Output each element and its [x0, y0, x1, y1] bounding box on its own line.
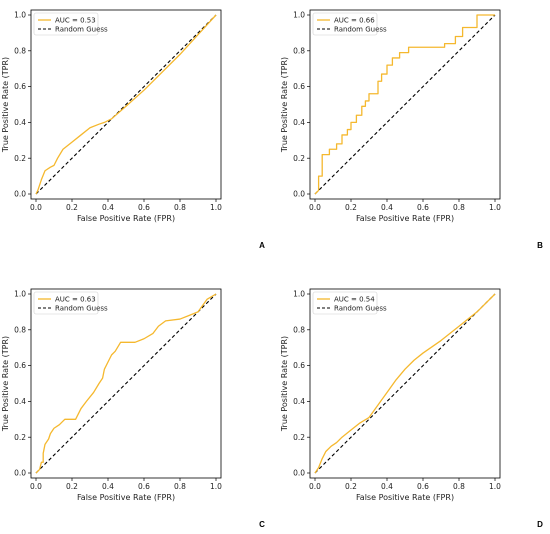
roc-curve-line [314, 14, 495, 195]
x-tick-label: 0.0 [309, 203, 321, 212]
legend-entry-label: AUC = 0.53 [55, 16, 96, 24]
y-tick-label: 0.6 [14, 82, 26, 91]
y-tick-label: 0.6 [293, 82, 305, 91]
x-tick-label: 1.0 [489, 203, 501, 212]
legend-entry-label: AUC = 0.54 [334, 295, 375, 303]
y-tick-label: 1.0 [293, 11, 305, 20]
x-tick-label: 1.0 [210, 203, 222, 212]
panel-label: A [259, 241, 265, 250]
roc-panel-b: 0.0 0.2 0.4 0.6 0.8 1.0 0.0 0.2 0.4 0.6 0.8 1.0 Fals… [280, 9, 543, 250]
panel-label: C [259, 520, 265, 529]
y-tick-label: 0.4 [14, 397, 26, 406]
x-tick-label: 0.2 [66, 482, 78, 491]
x-tick-label: 0.4 [102, 203, 114, 212]
y-axis-label: True Positive Rate (TPR) [1, 57, 10, 153]
y-axis-label: True Positive Rate (TPR) [280, 336, 289, 432]
x-tick-label: 0.6 [417, 203, 429, 212]
x-tick-label: 0.8 [174, 203, 186, 212]
x-axis-label: False Positive Rate (FPR) [356, 493, 454, 502]
y-tick-label: 0.2 [14, 433, 26, 442]
y-tick-label: 0.8 [293, 325, 305, 334]
random-guess-line [35, 14, 217, 195]
y-tick-label: 0.2 [293, 154, 305, 163]
panel-label: D [537, 520, 543, 529]
legend-entry-label: Random Guess [334, 304, 387, 312]
y-tick-label: 0.0 [14, 190, 26, 199]
y-tick-label: 0.4 [293, 118, 305, 127]
y-tick-label: 0.8 [14, 46, 26, 55]
y-tick-label: 0.4 [293, 397, 305, 406]
random-guess-line [314, 293, 496, 474]
legend-entry-label: Random Guess [55, 25, 108, 33]
x-axis-label: False Positive Rate (FPR) [77, 493, 175, 502]
y-tick-label: 1.0 [14, 11, 26, 20]
x-tick-label: 0.2 [345, 482, 357, 491]
y-tick-label: 0.6 [14, 361, 26, 370]
x-tick-label: 0.0 [30, 203, 42, 212]
y-tick-label: 0.2 [14, 154, 26, 163]
y-tick-label: 0.0 [293, 469, 305, 478]
y-tick-label: 0.2 [293, 433, 305, 442]
x-tick-label: 0.6 [138, 482, 150, 491]
panel-label: B [537, 241, 543, 250]
y-tick-label: 0.8 [293, 46, 305, 55]
x-tick-label: 0.8 [453, 203, 465, 212]
x-tick-label: 0.2 [66, 203, 78, 212]
y-tick-label: 0.0 [14, 469, 26, 478]
axes-frame [30, 9, 222, 200]
legend-entry-label: AUC = 0.66 [334, 16, 375, 24]
y-tick-label: 0.6 [293, 361, 305, 370]
axes-frame [309, 288, 501, 479]
roc-curve-line [314, 293, 496, 474]
roc-curve-line [35, 293, 217, 474]
roc-curve-line [35, 14, 217, 195]
x-axis-label: False Positive Rate (FPR) [356, 214, 454, 223]
y-axis-label: True Positive Rate (TPR) [1, 336, 10, 432]
axes-frame [30, 288, 222, 479]
x-tick-label: 1.0 [210, 482, 222, 491]
x-tick-label: 0.0 [30, 482, 42, 491]
x-tick-label: 0.8 [174, 482, 186, 491]
x-tick-label: 0.8 [453, 482, 465, 491]
x-tick-label: 1.0 [489, 482, 501, 491]
roc-panel-d: 0.0 0.2 0.4 0.6 0.8 1.0 0.0 0.2 0.4 0.6 0.8 1.0 Fals… [280, 288, 543, 529]
y-tick-label: 1.0 [14, 290, 26, 299]
random-guess-line [314, 14, 496, 195]
random-guess-line [35, 293, 217, 474]
x-tick-label: 0.4 [381, 482, 393, 491]
roc-panel-c: 0.0 0.2 0.4 0.6 0.8 1.0 0.0 0.2 0.4 0.6 0.8 1.0 Fals… [1, 288, 265, 529]
axes-frame [309, 9, 501, 200]
legend-entry-label: AUC = 0.63 [55, 295, 96, 303]
x-tick-label: 0.2 [345, 203, 357, 212]
x-tick-label: 0.6 [417, 482, 429, 491]
y-tick-label: 0.4 [14, 118, 26, 127]
legend-entry-label: Random Guess [334, 25, 387, 33]
x-tick-label: 0.6 [138, 203, 150, 212]
y-tick-label: 0.8 [14, 325, 26, 334]
y-tick-label: 0.0 [293, 190, 305, 199]
roc-panel-a: 0.0 0.2 0.4 0.6 0.8 1.0 0.0 0.2 0.4 0.6 0.8 1.0 Fals… [1, 9, 265, 250]
legend-entry-label: Random Guess [55, 304, 108, 312]
x-tick-label: 0.4 [381, 203, 393, 212]
x-axis-label: False Positive Rate (FPR) [77, 214, 175, 223]
y-axis-label: True Positive Rate (TPR) [280, 57, 289, 153]
x-tick-label: 0.4 [102, 482, 114, 491]
y-tick-label: 1.0 [293, 290, 305, 299]
x-tick-label: 0.0 [309, 482, 321, 491]
